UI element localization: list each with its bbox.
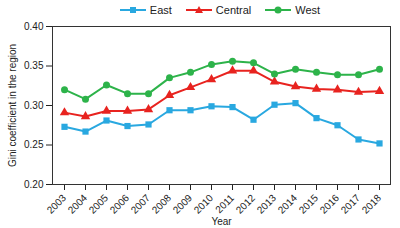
svg-text:0.20: 0.20: [24, 179, 44, 190]
svg-text:Year: Year: [211, 216, 232, 227]
svg-text:2017: 2017: [339, 192, 363, 216]
svg-text:0.25: 0.25: [24, 139, 44, 150]
svg-text:2009: 2009: [171, 192, 195, 216]
svg-text:2013: 2013: [255, 192, 279, 216]
svg-text:2005: 2005: [87, 192, 111, 216]
svg-text:2003: 2003: [45, 192, 69, 216]
html-text:East: East: [149, 4, 172, 16]
html-text:Central: Central: [215, 4, 252, 16]
svg-text:0.40: 0.40: [24, 21, 44, 32]
svg-text:2007: 2007: [129, 192, 153, 216]
svg-text:0.35: 0.35: [24, 60, 44, 71]
svg-text:2010: 2010: [192, 192, 216, 216]
svg-text:2014: 2014: [276, 192, 300, 216]
html-text:West: West: [295, 4, 321, 16]
svg-text:2016: 2016: [318, 192, 342, 216]
svg-text:0.30: 0.30: [24, 100, 44, 111]
svg-text:2008: 2008: [150, 192, 174, 216]
svg-text:2004: 2004: [66, 192, 90, 216]
svg-text:2015: 2015: [297, 192, 321, 216]
svg-text:2018: 2018: [360, 192, 384, 216]
svg-text:2006: 2006: [108, 192, 132, 216]
svg-text:2011: 2011: [213, 192, 236, 215]
svg-text:2012: 2012: [234, 192, 258, 216]
svg-text:Gini coefficient in the region: Gini coefficient in the region: [7, 44, 18, 167]
